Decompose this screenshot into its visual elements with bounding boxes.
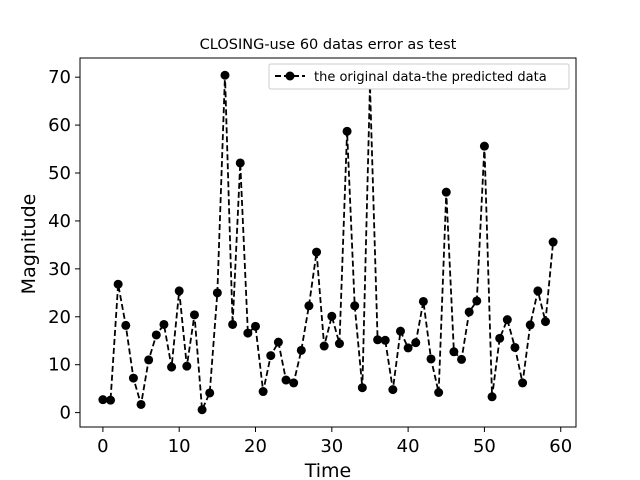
data-point [441,187,451,197]
data-point [350,301,360,311]
data-point [205,388,215,398]
data-point [167,362,177,372]
data-point [540,317,550,327]
chart-title: CLOSING-use 60 datas error as test [200,37,457,53]
legend-box [268,63,570,90]
data-point [235,158,245,168]
data-point [296,345,306,355]
x-tick-label: 20 [244,436,267,457]
data-point [342,126,352,136]
legend-label: the original data-the predicted data [314,70,547,85]
data-point [388,385,398,395]
x-tick-label: 0 [97,436,108,457]
data-point [334,339,344,349]
data-point [182,361,192,371]
y-tick-label: 50 [48,163,71,184]
data-point [266,351,276,361]
data-point [403,343,413,353]
data-point [144,355,154,365]
x-tick-label: 30 [320,436,343,457]
data-point [136,399,146,409]
data-point [98,395,108,405]
data-point [106,395,116,405]
data-point [418,296,428,306]
legend-marker [285,71,295,81]
data-point [281,375,291,385]
y-tick-label: 40 [48,211,71,232]
data-point [121,320,131,330]
legend: the original data-the predicted data [268,63,570,90]
data-point [243,328,253,338]
data-point [258,387,268,397]
data-point [113,279,123,289]
x-axis-label: Time [304,460,352,480]
data-point [220,70,230,80]
data-point [273,337,283,347]
data-point [304,301,314,311]
data-point [525,320,535,330]
data-point [395,326,405,336]
x-tick-label: 60 [549,436,572,457]
y-tick-label: 20 [48,307,71,328]
y-tick-label: 70 [48,67,71,88]
y-tick-label: 0 [60,403,71,424]
data-point [380,335,390,345]
data-point [457,354,467,364]
data-point [228,319,238,329]
data-point [289,378,299,388]
data-point [502,315,512,325]
data-point [533,286,543,296]
data-point [197,405,207,415]
data-point [151,330,161,340]
y-tick-label: 30 [48,259,71,280]
data-point [212,288,222,298]
data-point [159,319,169,329]
y-axis: 0 10 20 30 40 50 60 70 [48,67,80,424]
data-point [174,286,184,296]
data-point [510,342,520,352]
series-layer [98,70,558,415]
data-point [464,307,474,317]
data-point [449,347,459,357]
data-point [128,373,138,383]
data-point [327,311,337,321]
y-tick-label: 10 [48,355,71,376]
x-axis: 0 10 20 30 40 50 60 [97,427,572,457]
data-point [411,338,421,348]
data-point [518,378,528,388]
x-tick-label: 40 [397,436,420,457]
plot-frame [79,57,577,428]
y-tick-label: 60 [48,115,71,136]
data-point [479,141,489,151]
data-point [251,321,261,331]
data-point [319,341,329,351]
data-point [548,237,558,247]
data-point [312,247,322,257]
data-point [434,387,444,397]
data-point [373,335,383,345]
data-point [189,310,199,320]
data-point [357,383,367,393]
data-point [495,333,505,343]
data-point [472,296,482,306]
y-axis-label: Magnitude [18,194,40,295]
series-line [102,74,555,411]
data-point [426,354,436,364]
x-tick-label: 10 [168,436,191,457]
x-tick-label: 50 [473,436,496,457]
data-point [487,392,497,402]
